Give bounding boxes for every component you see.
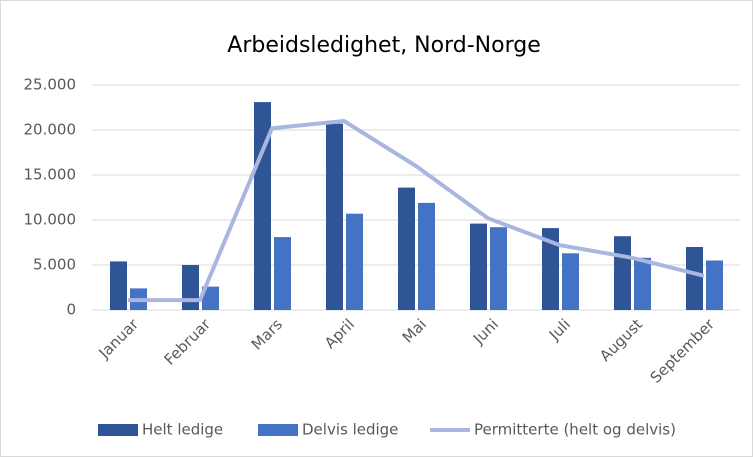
- bar: [562, 253, 579, 310]
- bar: [110, 261, 127, 310]
- bar: [254, 102, 271, 310]
- bar: [706, 260, 723, 310]
- bar: [346, 213, 363, 310]
- bar: [274, 237, 291, 310]
- bar: [326, 123, 343, 310]
- legend-swatch: [258, 424, 298, 436]
- bar: [542, 228, 559, 310]
- legend-label: Permitterte (helt og delvis): [474, 421, 676, 439]
- y-tick-label: 25.000: [24, 76, 77, 94]
- bar: [614, 236, 631, 310]
- bar: [490, 227, 507, 310]
- legend-label: Delvis ledige: [302, 421, 398, 439]
- y-tick-label: 20.000: [24, 121, 77, 139]
- bar: [202, 286, 219, 310]
- chart-title: Arbeidsledighet, Nord-Norge: [227, 33, 540, 58]
- bar: [634, 257, 651, 310]
- bar: [398, 187, 415, 310]
- y-tick-label: 0: [66, 301, 76, 319]
- bar: [182, 265, 199, 310]
- bar: [686, 247, 703, 310]
- y-tick-label: 5.000: [33, 256, 76, 274]
- y-tick-label: 10.000: [24, 211, 77, 229]
- line: [128, 119, 705, 303]
- legend-swatch: [98, 424, 138, 436]
- bar: [470, 223, 487, 310]
- y-tick-label: 15.000: [24, 166, 77, 184]
- bar: [418, 202, 435, 310]
- legend-label: Helt ledige: [142, 421, 223, 439]
